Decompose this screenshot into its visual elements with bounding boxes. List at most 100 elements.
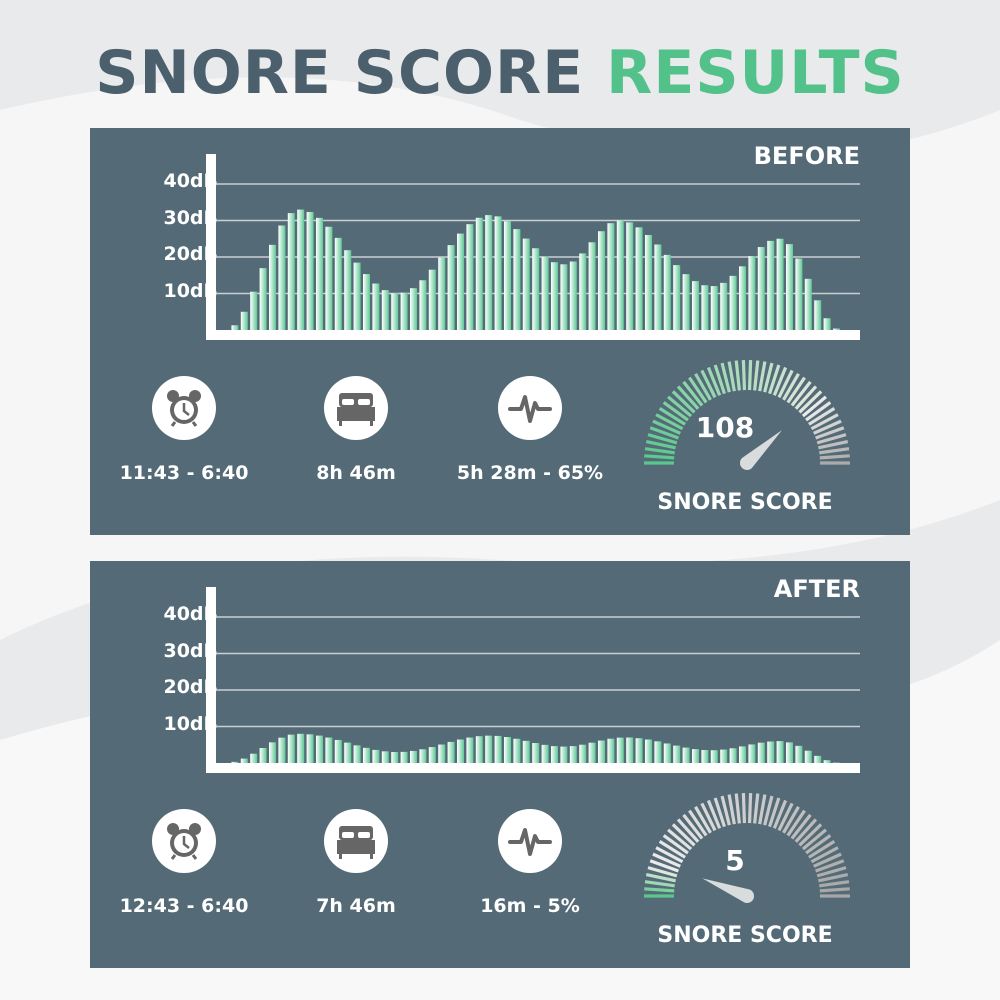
chart-bar [569,261,577,330]
gauge-tick [818,440,849,450]
gauge-tick [734,793,741,824]
gauge-tick [644,454,675,460]
chart-bar [363,274,370,330]
gauge-tick [667,828,693,851]
chart-bar [428,269,436,330]
gauge-tick [658,407,686,426]
gauge-tick [801,395,827,418]
chart-bar [231,325,239,330]
chart-bar [786,742,793,763]
chart-bar [494,735,502,763]
gauge-tick [815,426,845,440]
chart-bar [598,740,605,763]
gauge-tick [768,364,781,395]
gauge-tick [786,809,806,837]
chart-bar [757,742,765,763]
gauge-tick [734,360,741,391]
chart-bar [532,248,540,330]
chart-bar [645,739,652,763]
chart-bar [673,265,681,330]
y-axis-label: 30dB [163,639,218,662]
gauge-tick [794,818,818,843]
gauge-tick [819,887,850,893]
chart-bar [569,746,577,763]
gauge-tick [652,852,681,868]
stat-time-value: 11:43 - 6:40 [119,462,249,484]
chart-bar [579,744,587,763]
stat-time: 12:43 - 6:40 [99,809,269,917]
chart-bar [833,328,840,330]
chart-bar [316,735,323,763]
chart-bar [250,753,258,763]
chart-bar [438,257,446,330]
chart-bar [654,741,662,763]
chart-bar [522,238,530,330]
bed-icon [324,376,388,440]
chart-bar [710,750,718,763]
stat-duration-value: 7h 46m [316,895,396,917]
snore-score-value: 5 [725,844,745,877]
alarm-clock-icon [152,376,216,440]
gauge-tick [694,372,712,401]
chart-bar [504,737,511,763]
gauge-tick [816,433,847,445]
chart-bar [626,737,634,763]
chart-bar [269,244,276,330]
chart-bar [334,237,342,330]
gauge-tick [818,873,849,883]
heartbeat-icon [498,809,562,873]
gauge-tick [727,361,736,392]
chart-bar [344,742,352,763]
stat-duration: 8h 46m [271,376,441,484]
gauge-tick [794,385,818,410]
stat-time-value: 12:43 - 6:40 [119,895,249,917]
stat-duration: 7h 46m [271,809,441,917]
chart-bar [363,747,370,763]
gauge-tick [741,793,747,824]
chart-bar [767,741,775,763]
chart-bar [720,282,728,330]
chart-bar [372,283,380,330]
x-axis [206,763,860,773]
chart-bar [372,749,380,763]
chart-bar [654,244,662,330]
gauge-tick [644,887,675,893]
gauge-tick [720,795,731,826]
gauge-tick [688,809,708,837]
gauge-tick [706,799,722,829]
chart-bar [701,750,709,763]
gauge-tick [671,823,696,847]
chart-bar [729,748,737,763]
gauge-tick [655,413,684,431]
chart-bar [795,258,803,330]
chart-bar [475,736,483,763]
gauge-tick [645,873,676,883]
chart-bar [400,292,408,330]
chart-bar [522,740,530,763]
y-axis-label: 30dB [163,206,218,229]
chart-bar [353,745,361,763]
chart-bar [692,281,699,330]
snore-score-label: SNORE SCORE [657,490,833,515]
gauge-tick [815,859,845,873]
chart-bar [344,250,352,330]
chart-bar [457,233,464,330]
gauge-tick [682,813,704,840]
chart-bar [607,223,615,330]
chart-bar [551,746,558,763]
gauge-tick [819,454,850,460]
chart-bar [720,749,728,763]
chart-bar [682,274,690,330]
chart-bar [541,744,549,763]
bed-icon [324,809,388,873]
chart-bar [287,213,295,330]
chart-bar [278,225,286,330]
gauge-tick [727,794,736,825]
chart-svg [206,587,860,904]
chart-bar [475,217,483,330]
gauge-tick [658,840,686,859]
x-axis [206,330,860,340]
gauge-tick [790,380,812,407]
chart-bar [334,739,342,763]
chart-bar [739,746,746,763]
